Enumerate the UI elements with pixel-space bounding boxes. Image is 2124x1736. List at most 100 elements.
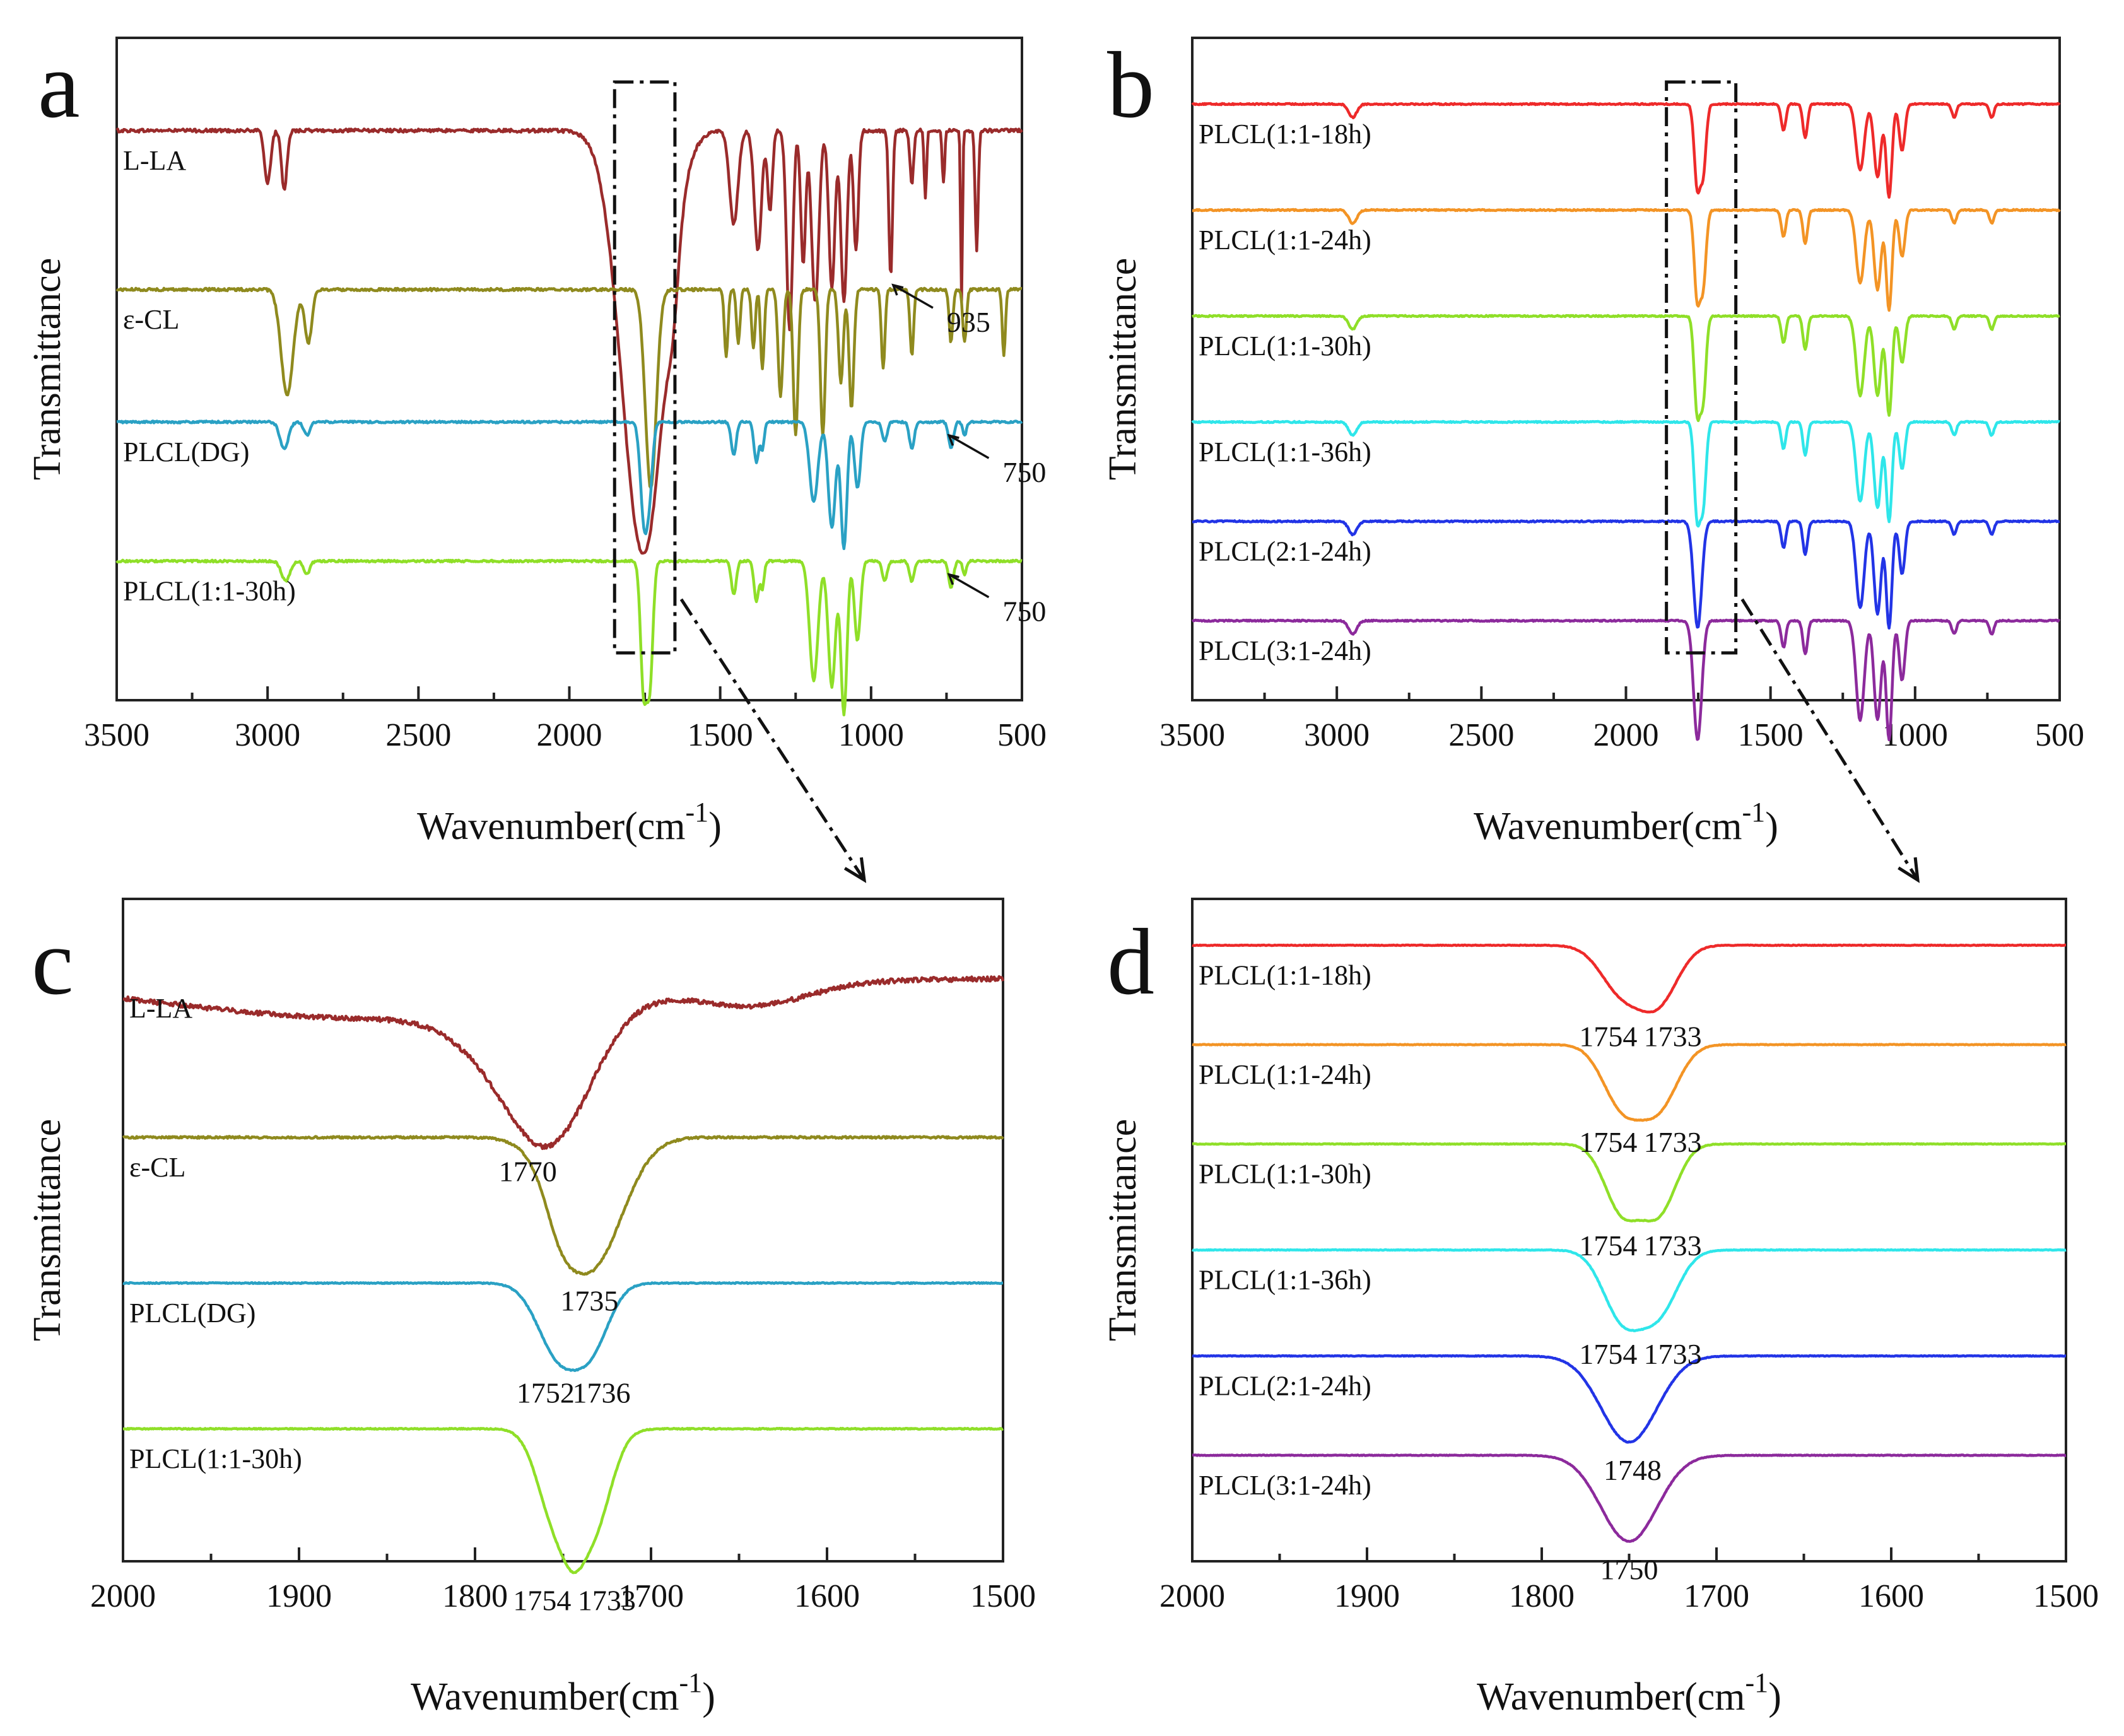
x-tick-label: 1500 [2033, 1578, 2099, 1614]
panel-b: 3500 3000 2500 2000 1500 1000 500 Wavenumber(cm… [1101, 37, 2084, 883]
spectrum-line-PLCL(1:1-36h) [1191, 1248, 2067, 1332]
x-tick-label: 1700 [1684, 1578, 1749, 1614]
spectrum-line-L-LA [115, 127, 1023, 555]
panel-letter-d: d [1107, 910, 1154, 1014]
series-label: PLCL(DG) [129, 1298, 255, 1328]
spectrum-line-PLCL(3:1-24h) [1192, 1453, 2067, 1543]
peak-label: 1736 [573, 1376, 631, 1409]
x-axis-title-close: ) [702, 1675, 715, 1718]
series-label: L-LA [129, 993, 192, 1024]
zoom-region-box [613, 80, 677, 655]
x-tick-label: 1600 [1858, 1578, 1924, 1614]
x-axis-title: Wavenumber(cm-1) [1477, 1667, 1781, 1718]
series-label: PLCL(2:1-24h) [1199, 1371, 1371, 1402]
x-tick-label: 2000 [90, 1578, 156, 1614]
spectrum-line-PLCL(1:1-30h) [122, 1426, 1004, 1575]
zoom-arrow [679, 598, 866, 881]
x-tick-label: 500 [2035, 717, 2084, 753]
x-axis-title-close: ) [1768, 1675, 1781, 1718]
series-label: ε-CL [123, 304, 179, 335]
zoom-arrow-head [843, 857, 867, 883]
x-tick-label: 1700 [618, 1578, 684, 1614]
peak-label: 1733 [578, 1585, 636, 1617]
y-axis-title: Transmittance [26, 1119, 69, 1341]
series-label: L-LA [123, 145, 186, 176]
x-tick-label: 2000 [537, 717, 602, 753]
x-tick-label: 1900 [1334, 1578, 1400, 1614]
x-tick-label: 1800 [1509, 1578, 1575, 1614]
series-label: PLCL(2:1-24h) [1199, 536, 1371, 567]
peak-arrow-head [891, 283, 904, 296]
y-axis-title: Transmittance [1101, 258, 1144, 480]
series-label: PLCL(1:1-24h) [1199, 1059, 1371, 1090]
x-axis-title-superscript: -1 [686, 797, 709, 828]
x-axis-title-close: ) [708, 805, 722, 848]
x-tick-label: 1500 [688, 717, 753, 753]
peak-label: 1754 [1579, 1229, 1637, 1262]
series-label: PLCL(1:1-36h) [1199, 437, 1371, 467]
x-tick-label: 1500 [970, 1578, 1036, 1614]
peak-label: 750 [1002, 456, 1046, 488]
spectrum-line-PLCL(3:1-24h) [1191, 618, 2061, 742]
x-axis-title: Wavenumber(cm-1) [1474, 797, 1778, 848]
spectrum-line-PLCL(1:1-18h) [1192, 943, 2067, 1014]
x-axis-title-main: Wavenumber(cm [417, 805, 685, 848]
x-tick-label: 2500 [385, 717, 451, 753]
peak-label: 1754 [513, 1585, 571, 1617]
x-axis-title: Wavenumber(cm-1) [417, 797, 722, 848]
spectrum-line-ε-CL [122, 1135, 1004, 1276]
x-tick-label: 1600 [794, 1578, 860, 1614]
x-tick-label: 1000 [1882, 717, 1948, 753]
peak-label: 1754 [1579, 1338, 1637, 1370]
spectrum-line-PLCL(1:1-24h) [1192, 1043, 2067, 1122]
spectrum-line-PLCL(2:1-24h) [1192, 519, 2060, 630]
x-tick-label: 1000 [838, 717, 904, 753]
series-label: PLCL(1:1-18h) [1199, 960, 1371, 991]
x-tick-label: 1500 [1738, 717, 1804, 753]
x-axis-title-superscript: -1 [679, 1667, 703, 1698]
x-tick-label: 1800 [442, 1578, 508, 1614]
x-tick-label: 3500 [84, 717, 150, 753]
panel-c: 2000 1900 1800 1700 1600 1500 Wavenumber(cm-1)… [26, 898, 1036, 1718]
zoom-region-box [1665, 80, 1738, 655]
x-tick-label: 3000 [235, 717, 300, 753]
panel-letter-b: b [1107, 33, 1154, 138]
series-label: PLCL(1:1-18h) [1199, 119, 1371, 150]
peak-label: 1770 [499, 1156, 557, 1188]
peak-label: 1733 [1644, 1126, 1702, 1158]
y-axis-title: Transmittance [1101, 1119, 1144, 1341]
x-axis-title-superscript: -1 [1742, 797, 1766, 828]
peak-label: 1735 [560, 1284, 618, 1317]
series-label: PLCL(3:1-24h) [1199, 635, 1371, 666]
peak-label: 750 [1002, 595, 1046, 628]
peak-label: 1733 [1644, 1229, 1702, 1262]
peak-arrow [948, 434, 990, 459]
x-axis-title-main: Wavenumber(cm [1477, 1675, 1745, 1718]
peak-arrow [893, 284, 934, 309]
x-axis-title-main: Wavenumber(cm [1474, 805, 1742, 848]
x-tick-label: 2000 [1159, 1578, 1225, 1614]
peak-label: 1750 [1600, 1554, 1658, 1586]
x-tick-label: 2500 [1448, 717, 1514, 753]
peak-label: 1754 [1579, 1020, 1637, 1052]
spectrum-line-PLCL(DG) [116, 419, 1023, 551]
series-label: PLCL(1:1-24h) [1199, 225, 1371, 255]
spectrum-line-PLCL(DG) [122, 1281, 1004, 1372]
zoom-arrow [1740, 598, 1920, 881]
panel-d: 2000 1900 1800 1700 1600 1500 Wavenumber(cm-1)… [1101, 898, 2099, 1718]
spectrum-line-PLCL(1:1-30h) [1192, 1142, 2067, 1223]
panel-letter-a: a [38, 33, 80, 138]
series-label: PLCL(DG) [123, 437, 249, 467]
peak-arrow [948, 573, 990, 599]
peak-label: 1733 [1644, 1338, 1702, 1370]
x-axis-title-main: Wavenumber(cm [411, 1675, 679, 1718]
peak-label: 1733 [1644, 1020, 1702, 1052]
x-axis-title: Wavenumber(cm-1) [411, 1667, 715, 1718]
series-label: PLCL(3:1-24h) [1199, 1470, 1371, 1501]
peak-label: 1754 [1579, 1126, 1637, 1158]
series-label: PLCL(1:1-36h) [1199, 1265, 1371, 1296]
x-axis-title-close: ) [1765, 805, 1778, 848]
series-label: PLCL(1:1-30h) [1199, 1159, 1371, 1190]
